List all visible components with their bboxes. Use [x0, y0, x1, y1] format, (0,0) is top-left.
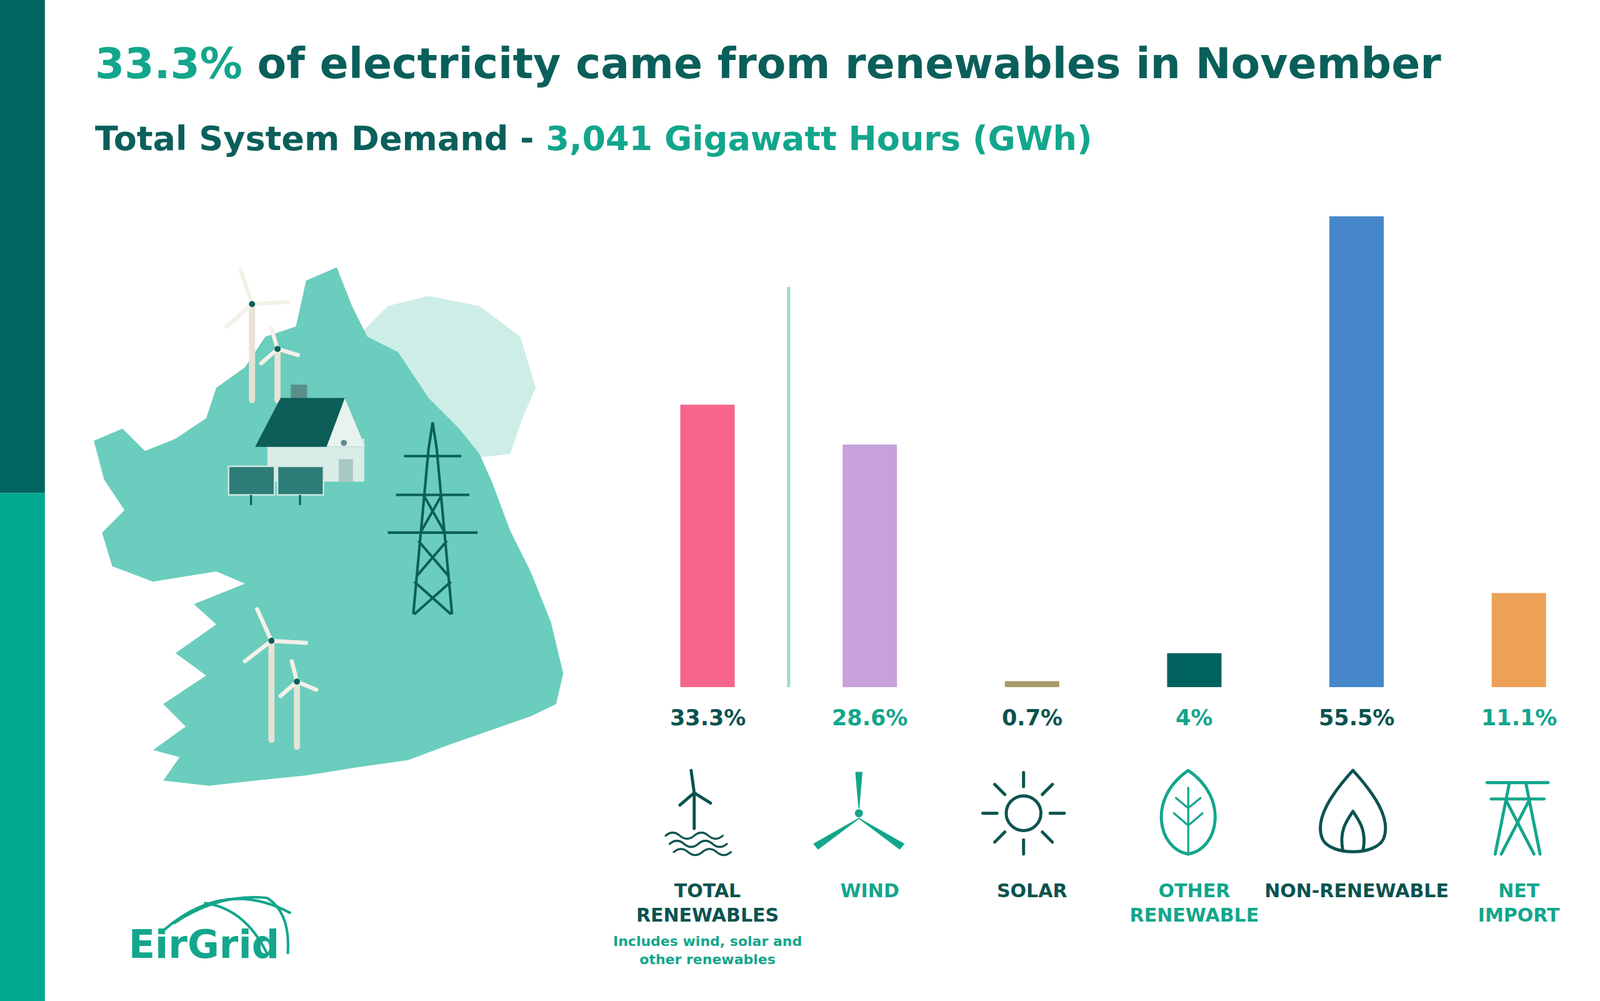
html-text:Total System Demand - 3,041 Gi: Total System Demand - 3,041 Gigawatt Hou… — [95, 118, 1093, 159]
svg-text:11.1%: 11.1% — [1481, 705, 1557, 730]
svg-text:Includes wind, solar andother: Includes wind, solar andother renewables — [613, 933, 802, 967]
svg-text:TOTALRENEWABLES: TOTALRENEWABLES — [636, 879, 779, 926]
svg-text:4%: 4% — [1175, 705, 1213, 730]
svg-text:28.6%: 28.6% — [831, 705, 908, 730]
svg-text:NETIMPORT: NETIMPORT — [1478, 879, 1560, 926]
svg-text:SOLAR: SOLAR — [996, 879, 1068, 902]
svg-text:0.7%: 0.7% — [1001, 705, 1063, 730]
svg-text:NON-RENEWABLE: NON-RENEWABLE — [1264, 879, 1449, 902]
svg-text:WIND: WIND — [840, 879, 900, 902]
svg-text:55.5%: 55.5% — [1318, 705, 1395, 730]
html-text:33.3% of electricity came from: 33.3% of electricity came from renewable… — [95, 38, 1442, 89]
svg-text:OTHERRENEWABLE: OTHERRENEWABLE — [1130, 879, 1260, 926]
svg-text:33.3%: 33.3% — [670, 705, 746, 730]
svg-text:EirGrid: EirGrid — [128, 921, 280, 967]
